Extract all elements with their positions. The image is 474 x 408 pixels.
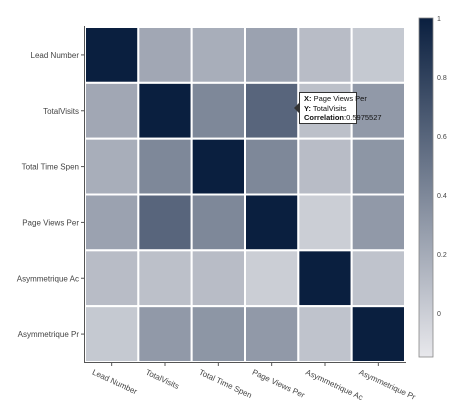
heatmap-cell: [84, 193, 140, 252]
tooltip-x-line: X: Page Views Per: [304, 94, 367, 104]
heatmap-cell: [244, 249, 300, 308]
colorbar-gradient: [418, 17, 434, 358]
heatmap-cell: [190, 305, 247, 363]
heatmap-cell: [297, 305, 353, 363]
heatmap-cell: [244, 26, 300, 84]
tooltip-y-line: Y: TotalVisits: [304, 104, 352, 114]
colorbar-tick-label: 0.6: [437, 134, 447, 141]
tooltip-x-key: X:: [304, 94, 312, 103]
heatmap-cell: [137, 137, 193, 196]
heatmap-cell: [84, 137, 140, 196]
tooltip-corr-key: Correlation: [304, 113, 345, 122]
x-tick-label: Lead Number: [91, 368, 139, 397]
y-axis-labels: Lead Number TotalVisits Total Time Spen Pag…: [17, 51, 85, 339]
colorbar: 1 0.8 0.6 0.4 0.2 0: [418, 16, 447, 358]
colorbar-tick-label: 0: [437, 311, 441, 318]
heatmap-cell: [244, 193, 300, 252]
x-tick-label: Page Views Per: [251, 368, 307, 400]
heatmap-cell: [190, 26, 247, 84]
colorbar-tick-label: 1: [437, 16, 441, 23]
heatmap-cell: [190, 249, 247, 308]
colorbar-tick-label: 0.8: [437, 75, 447, 82]
heatmap-cell: [84, 249, 140, 308]
heatmap-cell: [190, 137, 247, 196]
tooltip-corr-line: Correlation:0.5975527: [304, 113, 382, 122]
heatmap-cell: [84, 81, 140, 140]
heatmap-cell: [244, 81, 300, 140]
x-tick-label: Total Time Spen: [197, 368, 253, 400]
y-tick-label: Total Time Spen: [22, 163, 79, 172]
y-tick-label: TotalVisits: [43, 107, 79, 116]
heatmap-cell: [137, 26, 193, 84]
heatmap-cell: [350, 193, 406, 252]
hover-tooltip: X: Page Views Per Y: TotalVisits Correla…: [299, 92, 382, 124]
heatmap-cell: [350, 81, 406, 140]
colorbar-tick-label: 0.4: [437, 193, 447, 200]
heatmap-cell: [350, 305, 406, 363]
heatmap-cell: [297, 193, 353, 252]
heatmap-cell: [350, 137, 406, 196]
x-tick-label: Asymmetrique Ac: [304, 368, 364, 402]
y-tick-label: Lead Number: [31, 51, 80, 60]
heatmap-cell: [137, 193, 193, 252]
heatmap-cell: [190, 81, 247, 140]
x-tick-label: TotalVisits: [144, 368, 180, 391]
heatmap-cell: [350, 26, 406, 84]
heatmap-cell: [84, 305, 140, 363]
y-tick-label: Page Views Per: [22, 218, 79, 227]
heatmap-cell: [190, 193, 247, 252]
heatmap-cell: [350, 249, 406, 308]
tooltip-arrow: [294, 103, 299, 113]
heatmap-cell: [297, 26, 353, 84]
heatmap-cell: [137, 81, 193, 140]
heatmap-cell: [297, 249, 353, 308]
heatmap-cell: [244, 305, 300, 363]
colorbar-tick-label: 0.2: [437, 252, 447, 259]
tooltip-y-key: Y:: [304, 103, 311, 113]
heatmap-cell: [137, 305, 193, 363]
x-axis-labels: Lead Number TotalVisits Total Time SpenPag…: [91, 362, 417, 402]
tooltip-corr-value: 0.5975527: [346, 113, 382, 122]
heatmap-cell: [244, 137, 300, 196]
y-tick-label: Asymmetrique Pr: [18, 330, 80, 339]
tooltip-x-value: Page Views Per: [313, 94, 367, 103]
x-tick-label: Asymmetrique Pr: [357, 368, 417, 402]
tooltip-y-value: TotalVisits: [312, 103, 347, 113]
heatmap-cell: [297, 137, 353, 196]
heatmap-cell: [84, 26, 140, 84]
heatmap-cell: [137, 249, 193, 308]
heatmap-cells: [84, 26, 406, 363]
y-tick-label: Asymmetrique Ac: [17, 274, 79, 283]
